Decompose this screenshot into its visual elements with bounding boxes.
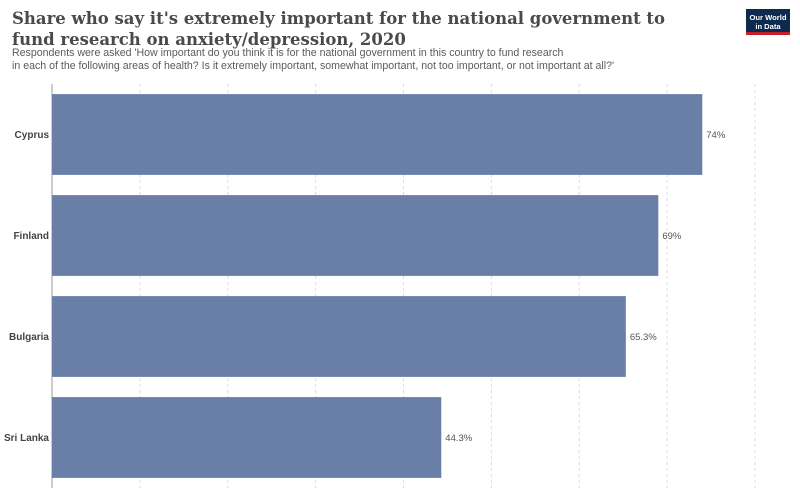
- category-label: Sri Lanka: [4, 433, 49, 444]
- logo-line-2: in Data: [755, 22, 781, 31]
- bars: [52, 94, 703, 478]
- chart-title: Share who say it's extremely important f…: [12, 9, 666, 49]
- value-label: 65.3%: [630, 332, 657, 343]
- labels: Cyprus 74% Finland 69% Bulgaria 65.3% Sri Lank…: [4, 130, 726, 444]
- bar-cyprus[interactable]: [52, 94, 703, 175]
- owid-logo[interactable]: Our World in Data: [746, 9, 790, 35]
- bar-finland[interactable]: [52, 195, 659, 276]
- subtitle-line-1: Respondents were asked 'How important do…: [12, 47, 564, 59]
- bar-sri-lanka[interactable]: [52, 397, 442, 478]
- value-label: 69%: [662, 231, 682, 242]
- subtitle-line-2: in each of the following areas of health…: [12, 60, 615, 72]
- category-label: Bulgaria: [9, 332, 49, 343]
- chart-subtitle: Respondents were asked 'How important do…: [12, 47, 652, 73]
- logo-line-1: Our World: [749, 13, 787, 22]
- value-label: 44.3%: [445, 433, 472, 444]
- category-label: Cyprus: [15, 130, 50, 141]
- bar-bulgaria[interactable]: [52, 296, 626, 377]
- value-label: 74%: [706, 130, 726, 141]
- category-label: Finland: [13, 231, 49, 242]
